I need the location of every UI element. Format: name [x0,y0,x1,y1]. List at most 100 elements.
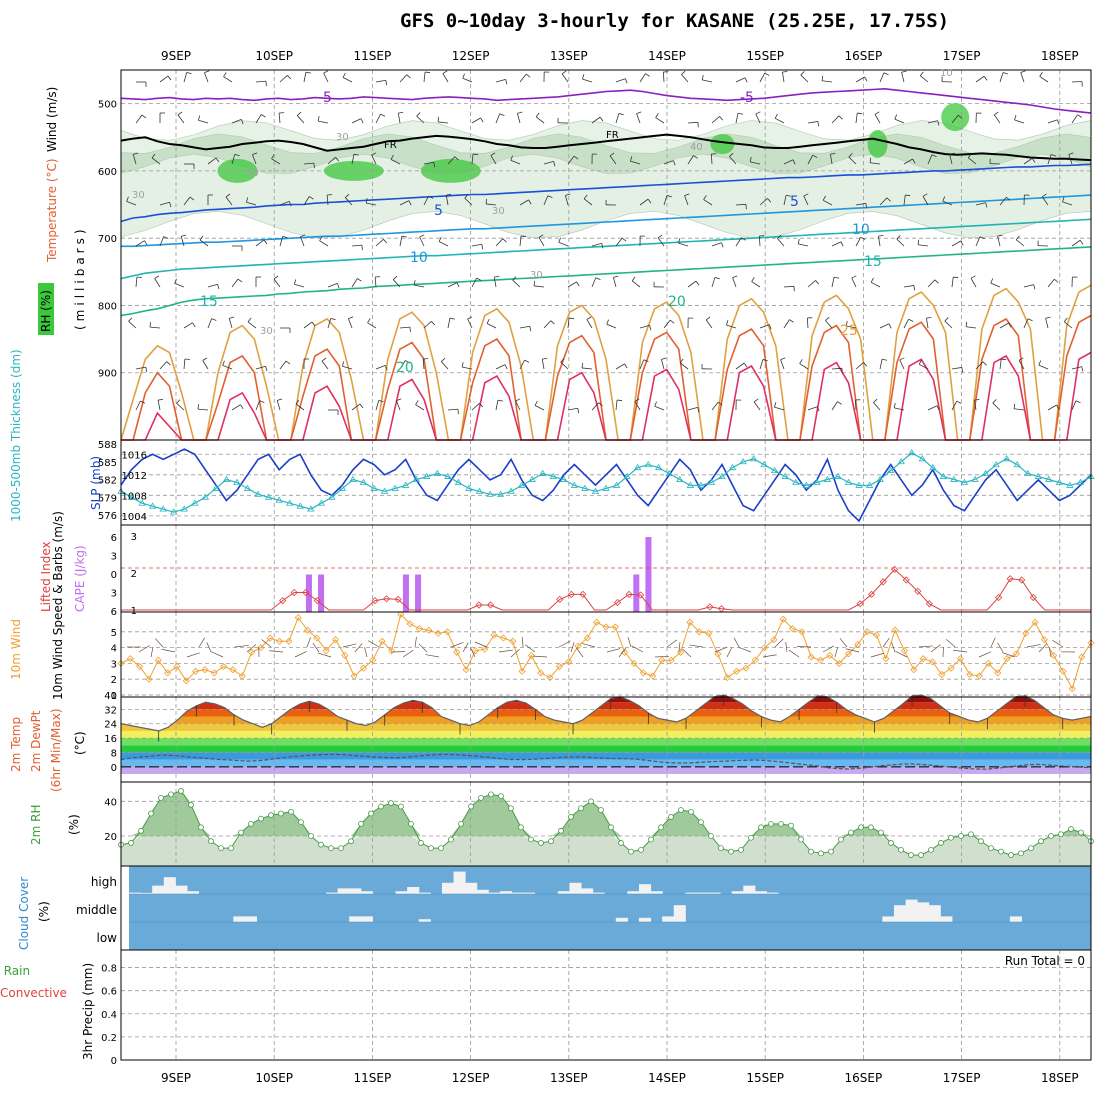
wind-barb [159,236,164,247]
temp-tick-label: 16 [104,734,117,745]
precip-tick-label: 0.6 [101,987,117,998]
isotherm-line [120,87,1092,114]
rh-marker [228,845,234,852]
wind-barb [425,71,431,73]
wind-barb [423,195,429,206]
rh-marker [128,840,134,846]
thickness-marker [296,502,304,509]
wind-barb [663,160,674,165]
wind-barb [873,402,881,411]
wind-barb [792,159,796,165]
wind-barb [183,196,191,206]
wind-barb [807,121,818,124]
wind-barb [207,318,212,329]
wind-barb [371,152,377,156]
wind-barb [999,196,1007,206]
wind-barb [485,198,487,204]
wind-barb [510,155,513,161]
wind-barb [800,71,805,76]
wind-barb [133,152,139,155]
wind-barb [510,648,520,658]
date-label-top: 14SEP [648,49,686,63]
wind-barb [636,113,641,124]
wind-speed-marker [220,662,228,671]
lifted-index-tick-label: 3 [111,589,117,600]
wind-barb [390,159,401,165]
rh-marker [828,848,834,855]
rh-marker [638,846,644,853]
wind-speed-marker [602,623,610,631]
wind-barb [879,323,890,329]
wind-barb [965,321,968,327]
wind-barb [222,360,225,366]
thickness-marker [191,499,199,506]
wind-barb [476,277,482,281]
wind-speed-marker [565,658,573,666]
wind-barb [534,285,545,288]
cloud-bar [638,884,652,894]
wind-barb [543,195,549,206]
wind-barb [627,637,632,648]
isotherm-line [120,218,1092,280]
wind-barb [903,318,910,329]
wind-barb [269,650,284,653]
wind-speed-marker [294,614,302,622]
wind-barb [839,638,848,648]
wind-barb [360,118,364,124]
wind-barb [1062,197,1065,203]
wind-barb [682,648,692,658]
wind-barb [714,646,728,653]
wind-barb [378,400,384,403]
wind-barb [705,319,713,329]
wind-speed-marker [677,648,685,656]
wind-speed-marker [462,666,470,674]
wind-barb [831,401,838,411]
wind-barb [471,403,480,411]
rh-marker [468,803,474,810]
wind-barb [271,158,281,165]
wind-barb [415,400,419,405]
cloud-bar [360,916,373,922]
rh-marker [288,808,294,815]
date-label-top: 16SEP [845,49,883,63]
wind-barb [851,275,857,279]
wind-barb [405,360,410,364]
thickness-marker [1066,481,1074,488]
wind-barb [158,398,164,401]
wind-barb [486,323,497,329]
rh-marker [598,807,604,813]
wind-barb [1014,119,1025,124]
cloud-bar [337,888,350,894]
wind-barb [927,154,933,165]
wind-barb [822,80,833,83]
rh-area-mid [121,836,1091,866]
lifted-index-marker [706,603,714,611]
wind-barb [869,157,872,163]
wind-barb [576,647,584,658]
wind-barb [967,157,977,165]
rh-marker [1048,833,1054,839]
wind-barb [751,277,755,282]
wind-barb [774,638,784,648]
wind-speed-marker [928,658,937,666]
cloud-bar [499,891,512,894]
rh-high-blob [941,103,970,132]
wind-barb [1071,366,1082,370]
wind-speed-marker [537,669,545,677]
rh-marker [218,845,224,852]
wind-barb [1013,403,1016,409]
date-label-top: 15SEP [746,49,784,63]
thickness-marker [792,478,800,485]
thickness-marker [960,478,969,485]
wind-speed-marker [966,670,974,679]
wind-barb [719,116,724,121]
thickness-marker [549,472,557,479]
wind-tick-label: 2 [111,675,117,686]
wind-barb [231,278,239,288]
wind-barb [510,159,521,165]
wind-speed-marker [807,653,815,661]
wind-barb [561,70,567,75]
wind-tick-label: 3 [111,659,117,670]
wind-barb [931,154,937,158]
wind-barb [848,153,853,158]
